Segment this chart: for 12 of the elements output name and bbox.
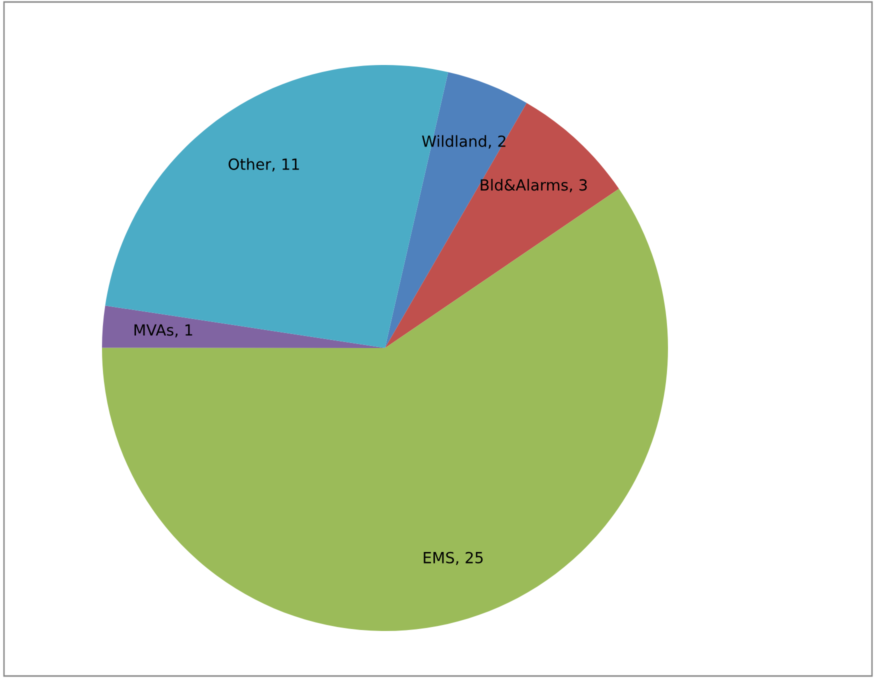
- pie-slice: [102, 306, 385, 348]
- slice-label: Other: [228, 158, 272, 170]
- data-label: , 11: [272, 158, 299, 172]
- data-label: , 25: [456, 552, 483, 565]
- data-label: , 3: [570, 179, 587, 192]
- slice-label: EMS: [424, 552, 454, 564]
- slice-label: Wildland: [422, 135, 486, 148]
- pie-slice: [385, 103, 619, 348]
- slice-label: Bld&Alarms: [480, 178, 568, 191]
- slice-label: MVAs: [134, 324, 174, 336]
- data-label: , 2: [488, 135, 506, 149]
- data-label: , 1: [175, 324, 192, 338]
